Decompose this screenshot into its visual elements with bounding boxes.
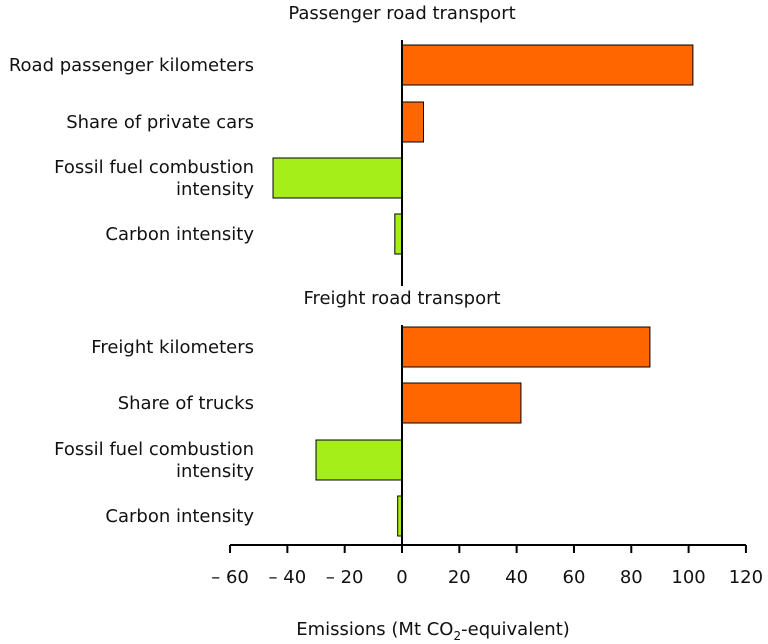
category-label: Road passenger kilometers — [9, 55, 254, 76]
category-label-line: Road passenger kilometers — [9, 55, 254, 76]
bar — [401, 326, 651, 368]
category-label: Carbon intensity — [105, 224, 254, 245]
category-label: Carbon intensity — [105, 506, 254, 527]
x-axis-title-suffix: -equivalent) — [461, 619, 570, 640]
bar — [394, 213, 403, 255]
x-axis-title-prefix: Emissions (Mt CO — [296, 619, 453, 640]
category-label: Fossil fuel combustion intensity — [54, 439, 254, 482]
x-tick-label: 60 — [563, 567, 586, 588]
panel-title: Freight road transport — [303, 288, 500, 309]
category-label-line: Fossil fuel combustion — [54, 157, 254, 178]
category-label: Fossil fuel combustion intensity — [54, 157, 254, 200]
category-label-line: Carbon intensity — [105, 224, 254, 245]
category-label: Share of private cars — [66, 112, 254, 133]
bar — [315, 439, 403, 481]
x-tick-label: 40 — [505, 567, 528, 588]
x-tick-label: 20 — [448, 567, 471, 588]
category-label-line: Share of private cars — [66, 112, 254, 133]
category-label-line: Fossil fuel combustion — [54, 439, 254, 460]
panels-layer: Passenger road transport Road passenger k… — [9, 3, 694, 545]
x-tick-label: 120 — [729, 567, 763, 588]
bar — [401, 44, 694, 86]
x-tick-label: – 40 — [269, 567, 307, 588]
bar — [272, 157, 403, 199]
x-axis-title-subscript: 2 — [453, 629, 461, 643]
bar — [401, 382, 522, 424]
x-tick-label: 80 — [620, 567, 643, 588]
bar — [401, 101, 424, 143]
category-label: Share of trucks — [118, 393, 254, 414]
x-axis: – 60 – 40 – 20 0 20 40 60 80 100 120 — [211, 544, 763, 588]
category-label: Freight kilometers — [91, 337, 254, 358]
x-tick-label: 0 — [396, 567, 407, 588]
x-tick-label: – 20 — [326, 567, 364, 588]
category-label-line: Carbon intensity — [105, 506, 254, 527]
panel-1: Passenger road transport Road passenger k… — [9, 3, 694, 286]
x-tick-label: – 60 — [211, 567, 249, 588]
category-label-line: Share of trucks — [118, 393, 254, 414]
x-tick-label: 100 — [671, 567, 705, 588]
category-label-line: intensity — [176, 179, 254, 200]
panel-title: Passenger road transport — [288, 3, 515, 24]
panel-2: Freight road transport Freight kilometers… — [54, 288, 651, 545]
category-label-line: Freight kilometers — [91, 337, 254, 358]
x-axis-title: Emissions (Mt CO2-equivalent) — [296, 619, 570, 643]
category-label-line: intensity — [176, 461, 254, 482]
